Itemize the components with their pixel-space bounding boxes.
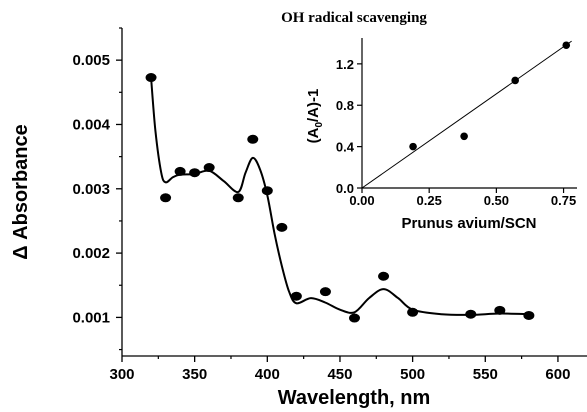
data-point [349, 313, 360, 323]
inset-x-tick-label: 0.00 [349, 193, 374, 208]
inset-y-axis-title: (A0/A)-1 [305, 89, 325, 144]
data-point [261, 186, 273, 196]
inset-y-tick-label: 0.0 [336, 181, 354, 196]
data-point [189, 168, 201, 178]
x-tick-label: 450 [327, 366, 352, 383]
data-point [290, 291, 302, 301]
data-point [232, 193, 244, 203]
inset-x-tick-label: 0.50 [484, 193, 509, 208]
data-point [407, 307, 419, 317]
x-tick-label: 350 [182, 366, 207, 383]
data-point [145, 73, 157, 83]
x-tick-label: 550 [473, 366, 498, 383]
inset-x-tick-label: 0.25 [417, 193, 442, 208]
y-tick-label: 0.001 [72, 309, 110, 326]
y-axis-title: Δ Absorbance [10, 124, 32, 260]
y-tick-label: 0.003 [72, 181, 110, 198]
inset-x-tick-label: 0.75 [551, 193, 576, 208]
inset-y-tick-label: 0.8 [336, 98, 354, 113]
inset-x-axis-title: Prunus avium/SCN [401, 215, 536, 232]
data-point [247, 134, 259, 144]
inset-y-tick-label: 1.2 [336, 57, 354, 72]
x-tick-label: 500 [400, 366, 425, 383]
inset-data-point [460, 132, 468, 141]
main-plot: 300 350 400 450 500 550 6000.0010.0020.0030.00… [10, 27, 587, 409]
y-tick-label: 0.004 [72, 116, 110, 133]
data-point [174, 166, 186, 176]
data-point [378, 271, 390, 281]
inset-title: OH radical scavenging [281, 10, 427, 26]
inset-y-tick-label: 0.4 [336, 140, 355, 155]
x-axis-title: Wavelength, nm [278, 387, 431, 409]
data-point [523, 310, 535, 320]
inset-data-point [511, 76, 519, 85]
x-tick-label: 400 [255, 366, 280, 383]
data-point [203, 163, 215, 173]
inset-linear-fit-line [361, 40, 572, 189]
x-tick-label: 600 [545, 366, 570, 383]
inset-data-point [562, 41, 571, 50]
inset-data-point [409, 142, 417, 151]
inset-plot: OH radical scavenging 0.00 0.25 0.50 0.75 0.0… [281, 10, 577, 232]
y-tick-label: 0.005 [72, 52, 110, 69]
y-tick-label: 0.002 [72, 245, 110, 262]
data-point [276, 222, 288, 232]
data-point [465, 309, 477, 319]
x-tick-label: 300 [109, 366, 134, 383]
data-point [160, 193, 172, 203]
data-point [319, 287, 331, 297]
data-point [494, 305, 506, 315]
